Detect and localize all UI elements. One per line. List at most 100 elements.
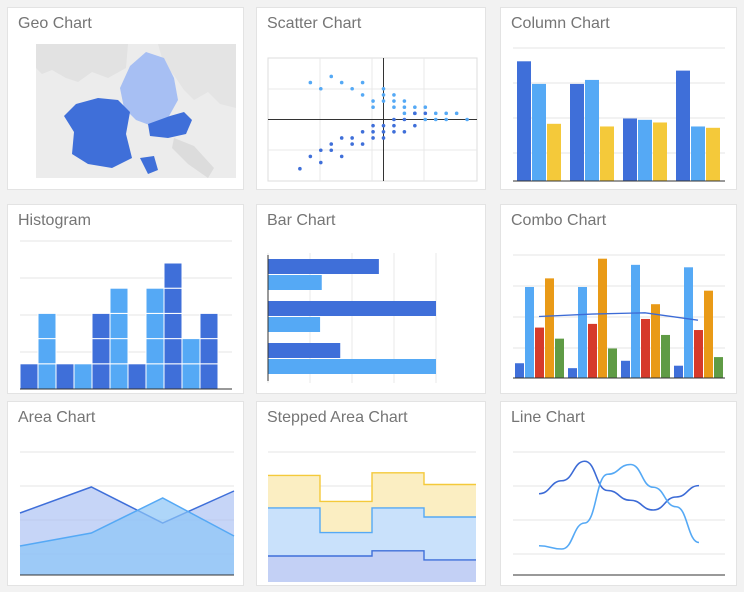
geo-chart-card[interactable]: Geo Chart — [7, 7, 244, 190]
stepped-area-chart-title: Stepped Area Chart — [267, 409, 408, 426]
scatter-point — [454, 111, 459, 116]
scatter-point — [423, 117, 428, 122]
column-chart-card[interactable]: Column Chart — [500, 7, 737, 190]
column-bar — [676, 70, 690, 181]
combo-bar — [651, 304, 660, 378]
horizontal-bar — [268, 275, 322, 290]
geo-chart-title: Geo Chart — [18, 15, 92, 32]
horizontal-bar — [268, 301, 436, 316]
scatter-point — [392, 117, 396, 122]
histogram-block — [37, 312, 57, 340]
column-chart-title: Column Chart — [511, 15, 610, 32]
scatter-point — [381, 93, 386, 97]
histogram-block — [181, 363, 201, 390]
column-bar — [532, 83, 546, 181]
scatter-point — [319, 86, 323, 91]
line-series — [538, 460, 700, 511]
combo-bar — [598, 258, 607, 378]
scatter-point — [423, 105, 428, 109]
scatter-point — [339, 80, 344, 85]
scatter-point — [423, 111, 428, 116]
scatter-point — [392, 99, 396, 103]
column-bar — [517, 61, 531, 181]
combo-chart-card[interactable]: Combo Chart — [500, 204, 737, 394]
scatter-chart-title: Scatter Chart — [267, 15, 362, 32]
histogram-block — [109, 287, 129, 314]
line-series — [538, 463, 700, 550]
combo-bar — [714, 357, 723, 378]
combo-bar — [694, 330, 703, 378]
histogram-block — [163, 338, 183, 365]
line-chart-card[interactable]: Line Chart — [500, 401, 737, 586]
geo-region-france — [64, 98, 132, 168]
histogram-block — [145, 312, 165, 340]
scatter-point — [319, 160, 323, 165]
combo-bar — [568, 368, 577, 378]
combo-bar — [631, 264, 640, 378]
area-chart-plot — [19, 451, 235, 576]
area-chart-card[interactable]: Area Chart — [7, 401, 244, 586]
bar-chart-title: Bar Chart — [267, 212, 336, 229]
scatter-chart-card[interactable]: Scatter Chart — [256, 7, 486, 190]
column-bar — [547, 123, 561, 181]
histogram-block — [109, 363, 129, 390]
scatter-point — [339, 136, 344, 140]
histogram-block — [163, 363, 183, 390]
scatter-point — [381, 86, 386, 91]
scatter-point — [371, 123, 375, 128]
histogram-block — [145, 287, 165, 314]
scatter-point — [413, 111, 417, 116]
scatter-point — [402, 99, 407, 103]
combo-bar — [545, 278, 554, 378]
scatter-chart-plot — [267, 57, 478, 182]
horizontal-bar — [268, 317, 321, 332]
scatter-point — [402, 130, 407, 134]
scatter-point — [371, 105, 375, 109]
column-bar — [623, 118, 637, 181]
scatter-point — [329, 142, 334, 146]
scatter-point — [329, 148, 334, 153]
histogram-block — [109, 338, 129, 365]
combo-bar — [621, 360, 630, 378]
histogram-block — [145, 338, 165, 365]
histogram-block — [163, 262, 183, 289]
column-bar — [600, 126, 614, 181]
scatter-point — [381, 123, 386, 128]
histogram-block — [19, 363, 39, 390]
scatter-point — [350, 142, 354, 146]
scatter-point — [381, 130, 386, 134]
scatter-point — [329, 74, 334, 79]
area-chart-title: Area Chart — [18, 409, 96, 426]
geo-region-germany — [120, 52, 178, 126]
scatter-point — [360, 130, 365, 134]
stepped-area-chart-card[interactable]: Stepped Area Chart — [256, 401, 486, 586]
histogram-card[interactable]: Histogram — [7, 204, 244, 394]
histogram-block — [127, 363, 147, 390]
histogram-block — [37, 363, 57, 390]
histogram-block — [73, 363, 93, 390]
scatter-point — [339, 154, 344, 159]
geo-region-austria — [148, 112, 192, 138]
scatter-point — [360, 142, 365, 146]
scatter-point — [413, 105, 417, 109]
combo-chart-plot — [513, 254, 725, 379]
histogram-title: Histogram — [18, 212, 91, 229]
histogram-plot — [19, 240, 232, 390]
histogram-block — [91, 312, 111, 340]
horizontal-bar — [268, 343, 341, 358]
scatter-point — [360, 80, 365, 85]
scatter-point — [413, 123, 417, 128]
histogram-block — [199, 338, 219, 365]
histogram-block — [181, 338, 201, 365]
combo-bar — [608, 348, 617, 378]
histogram-block — [109, 312, 129, 340]
scatter-point — [360, 93, 365, 97]
column-bar — [653, 122, 667, 181]
bar-chart-card[interactable]: Bar Chart — [256, 204, 486, 394]
combo-bar — [661, 334, 670, 378]
column-bar — [638, 119, 652, 181]
histogram-block — [55, 363, 75, 390]
stepped-area-line — [268, 550, 476, 561]
column-bar — [691, 126, 705, 181]
scatter-point — [371, 136, 375, 140]
